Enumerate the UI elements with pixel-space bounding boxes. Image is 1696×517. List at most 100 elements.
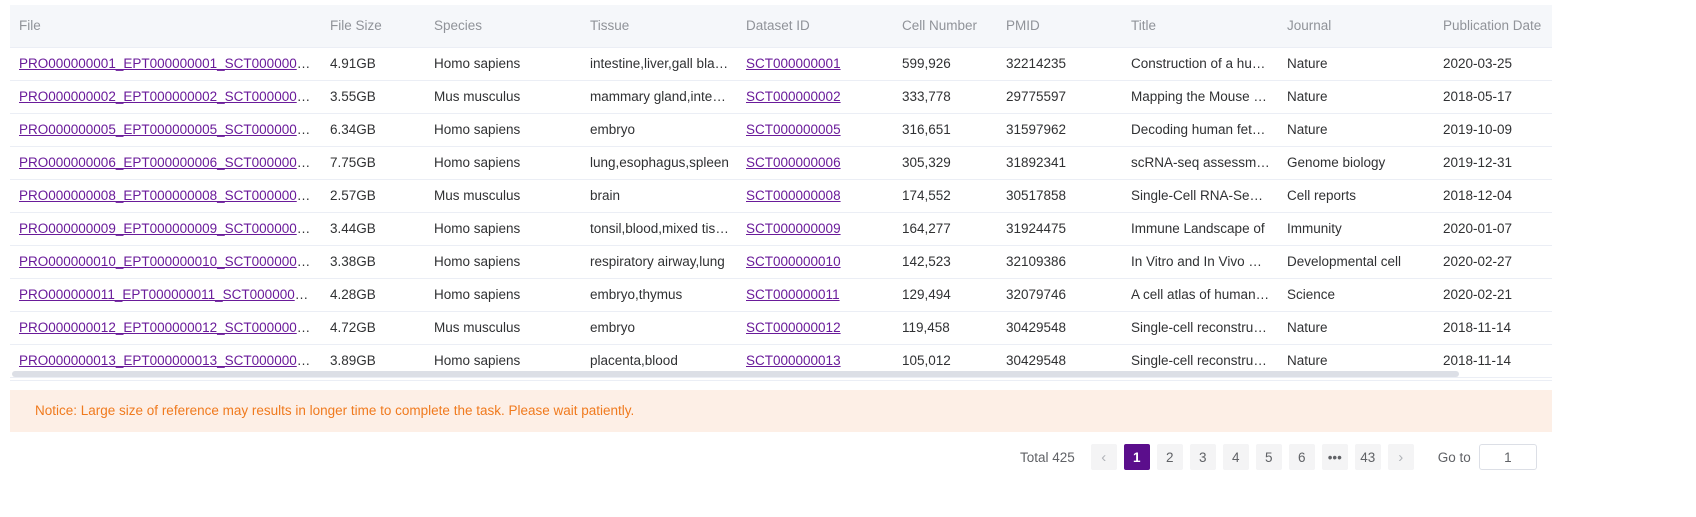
cell-tissue: mammary gland,intestine [581, 80, 737, 114]
cell-date: 2018-12-04 [1434, 179, 1552, 213]
cell-date: 2019-12-31 [1434, 146, 1552, 180]
dataset-id-link[interactable]: SCT000000008 [746, 188, 841, 203]
more-pages-button[interactable]: ••• [1321, 444, 1348, 470]
cell-species: Mus musculus [425, 179, 581, 213]
cell-dataset: SCT000000006 [737, 146, 893, 180]
dataset-id-link[interactable]: SCT000000006 [746, 155, 841, 170]
next-page-button[interactable]: › [1387, 444, 1414, 470]
cell-tissue: tonsil,blood,mixed tissue [581, 212, 737, 246]
cell-cells: 174,552 [893, 179, 997, 213]
table-row: PRO000000008_EPT000000008_SCT000000008.h… [10, 179, 1552, 213]
cell-title: A cell atlas of human thymic [1122, 278, 1278, 312]
file-link[interactable]: PRO000000009_EPT000000009_SCT000000009.h… [19, 221, 321, 236]
cell-dataset: SCT000000009 [737, 212, 893, 246]
cell-cells: 599,926 [893, 47, 997, 81]
cell-size: 3.38GB [321, 245, 425, 279]
cell-size: 6.34GB [321, 113, 425, 147]
file-link[interactable]: PRO000000006_EPT000000006_SCT000000006.h… [19, 155, 321, 170]
page-button-3[interactable]: 3 [1189, 444, 1216, 470]
table-row: PRO000000011_EPT000000011_SCT000000011.h… [10, 278, 1552, 312]
table-row: PRO000000010_EPT000000010_SCT000000010.h… [10, 245, 1552, 279]
cell-pmid: 29775597 [997, 80, 1122, 114]
cell-dataset: SCT000000010 [737, 245, 893, 279]
page-button-43[interactable]: 43 [1354, 444, 1381, 470]
cell-tissue: embryo [581, 113, 737, 147]
cell-date: 2020-03-25 [1434, 47, 1552, 81]
dataset-id-link[interactable]: SCT000000012 [746, 320, 841, 335]
notice-text: Notice: Large size of reference may resu… [35, 403, 635, 418]
reference-table: File File Size Species Tissue Dataset ID Cell… [10, 5, 1552, 381]
cell-size: 3.55GB [321, 80, 425, 114]
file-link[interactable]: PRO000000002_EPT000000002_SCT000000002.h… [19, 89, 321, 104]
column-header-species: Species [425, 5, 581, 48]
file-link[interactable]: PRO000000005_EPT000000005_SCT000000005.h… [19, 122, 321, 137]
cell-pmid: 31597962 [997, 113, 1122, 147]
column-header-pmid: PMID [997, 5, 1122, 48]
cell-date: 2020-01-07 [1434, 212, 1552, 246]
cell-title: Immune Landscape of [1122, 212, 1278, 246]
cell-size: 3.44GB [321, 212, 425, 246]
cell-file: PRO000000008_EPT000000008_SCT000000008.h… [10, 179, 321, 213]
column-header-cell-number: Cell Number [893, 5, 997, 48]
cell-journal: Nature [1278, 113, 1434, 147]
page-button-1[interactable]: 1 [1123, 444, 1150, 470]
cell-size: 4.28GB [321, 278, 425, 312]
pagination: Total 425 ‹ 1 2 3 4 5 6 ••• 43 › Go to [1020, 444, 1537, 470]
cell-species: Mus musculus [425, 80, 581, 114]
file-link[interactable]: PRO000000012_EPT000000012_SCT000000012.h… [19, 320, 321, 335]
column-header-publication-date: Publication Date [1434, 5, 1552, 48]
cell-species: Homo sapiens [425, 278, 581, 312]
cell-dataset: SCT000000008 [737, 179, 893, 213]
file-link[interactable]: PRO000000008_EPT000000008_SCT000000008.h… [19, 188, 321, 203]
file-link[interactable]: PRO000000011_EPT000000011_SCT000000011.h… [19, 287, 321, 302]
cell-title: Single-Cell RNA-Seq of [1122, 179, 1278, 213]
cell-size: 2.57GB [321, 179, 425, 213]
cell-journal: Nature [1278, 47, 1434, 81]
cell-cells: 119,458 [893, 311, 997, 345]
table-header-row: File File Size Species Tissue Dataset ID Cell… [10, 5, 1552, 48]
cell-file: PRO000000010_EPT000000010_SCT000000010.h… [10, 245, 321, 279]
page-button-4[interactable]: 4 [1222, 444, 1249, 470]
file-link[interactable]: PRO000000001_EPT000000001_SCT000000001.h… [19, 56, 321, 71]
horizontal-scrollbar[interactable] [12, 371, 1459, 377]
dataset-id-link[interactable]: SCT000000001 [746, 56, 841, 71]
prev-page-button[interactable]: ‹ [1090, 444, 1117, 470]
cell-file: PRO000000012_EPT000000012_SCT000000012.h… [10, 311, 321, 345]
cell-species: Mus musculus [425, 311, 581, 345]
cell-pmid: 31892341 [997, 146, 1122, 180]
dataset-id-link[interactable]: SCT000000002 [746, 89, 841, 104]
cell-tissue: lung,esophagus,spleen [581, 146, 737, 180]
page-button-2[interactable]: 2 [1156, 444, 1183, 470]
table-row: PRO000000012_EPT000000012_SCT000000012.h… [10, 311, 1552, 345]
cell-journal: Cell reports [1278, 179, 1434, 213]
page-button-6[interactable]: 6 [1288, 444, 1315, 470]
cell-cells: 129,494 [893, 278, 997, 312]
cell-pmid: 30517858 [997, 179, 1122, 213]
page-button-5[interactable]: 5 [1255, 444, 1282, 470]
cell-date: 2020-02-21 [1434, 278, 1552, 312]
table-row: PRO000000006_EPT000000006_SCT000000006.h… [10, 146, 1552, 180]
goto-label: Go to [1437, 449, 1471, 465]
cell-journal: Science [1278, 278, 1434, 312]
dataset-id-link[interactable]: SCT000000009 [746, 221, 841, 236]
table-body: PRO000000001_EPT000000001_SCT000000001.h… [10, 47, 1552, 378]
cell-journal: Genome biology [1278, 146, 1434, 180]
file-link[interactable]: PRO000000013_EPT000000013_SCT000000013.h… [19, 353, 321, 368]
cell-tissue: respiratory airway,lung [581, 245, 737, 279]
cell-species: Homo sapiens [425, 245, 581, 279]
cell-cells: 333,778 [893, 80, 997, 114]
cell-journal: Developmental cell [1278, 245, 1434, 279]
cell-cells: 164,277 [893, 212, 997, 246]
goto-page-input[interactable] [1478, 444, 1537, 470]
total-count: Total 425 [1020, 449, 1075, 465]
file-link[interactable]: PRO000000010_EPT000000010_SCT000000010.h… [19, 254, 321, 269]
cell-dataset: SCT000000011 [737, 278, 893, 312]
dataset-id-link[interactable]: SCT000000005 [746, 122, 841, 137]
dataset-id-link[interactable]: SCT000000011 [746, 287, 840, 302]
dataset-id-link[interactable]: SCT000000010 [746, 254, 841, 269]
column-header-tissue: Tissue [581, 5, 737, 48]
cell-tissue: embryo [581, 311, 737, 345]
cell-size: 7.75GB [321, 146, 425, 180]
cell-pmid: 32214235 [997, 47, 1122, 81]
dataset-id-link[interactable]: SCT000000013 [746, 353, 841, 368]
